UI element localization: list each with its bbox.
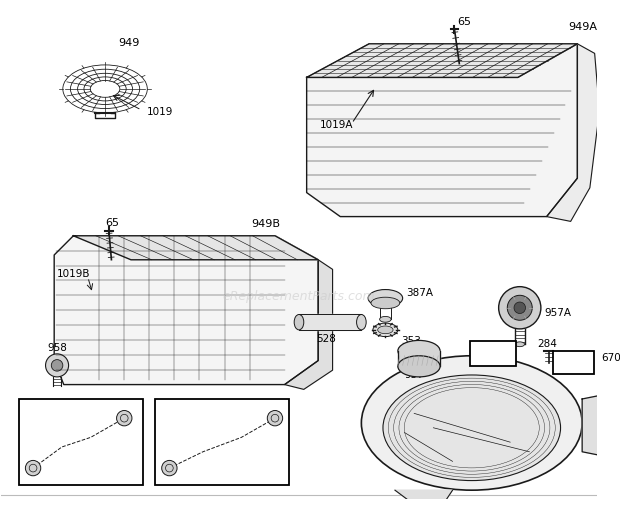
Ellipse shape — [398, 341, 440, 361]
Text: 949A: 949A — [568, 22, 597, 33]
Polygon shape — [547, 44, 600, 221]
Text: 957A: 957A — [545, 307, 572, 318]
Text: 958: 958 — [48, 343, 68, 353]
Ellipse shape — [356, 315, 366, 330]
Text: 353: 353 — [401, 336, 420, 347]
Circle shape — [514, 302, 526, 314]
Text: 188: 188 — [557, 356, 583, 369]
Polygon shape — [54, 236, 318, 385]
Text: 949: 949 — [118, 38, 140, 48]
Text: 284: 284 — [537, 340, 557, 349]
Ellipse shape — [373, 323, 398, 336]
Circle shape — [25, 461, 41, 476]
Text: 1019: 1019 — [148, 107, 174, 117]
Ellipse shape — [371, 297, 400, 309]
Circle shape — [45, 354, 69, 377]
Ellipse shape — [379, 317, 391, 322]
Polygon shape — [307, 44, 577, 217]
Bar — [299, 315, 361, 330]
Bar — [554, 351, 594, 374]
Ellipse shape — [398, 356, 440, 377]
Bar — [398, 351, 440, 366]
Text: 949B: 949B — [251, 219, 280, 229]
Text: 1019B: 1019B — [57, 269, 91, 279]
Text: 1019A: 1019A — [320, 121, 353, 130]
Text: 601: 601 — [87, 466, 107, 476]
Text: 65: 65 — [457, 17, 471, 26]
Text: 528: 528 — [316, 334, 336, 345]
Polygon shape — [395, 490, 453, 504]
Polygon shape — [73, 236, 318, 260]
Text: 957: 957 — [405, 370, 425, 380]
Text: 670: 670 — [601, 353, 620, 363]
Text: 187: 187 — [24, 407, 50, 419]
Ellipse shape — [368, 290, 402, 307]
Text: eReplacementParts.com: eReplacementParts.com — [223, 290, 375, 303]
Polygon shape — [582, 394, 620, 457]
Polygon shape — [307, 44, 577, 77]
Circle shape — [51, 360, 63, 371]
Text: 187A: 187A — [160, 407, 195, 419]
Ellipse shape — [294, 315, 304, 330]
Polygon shape — [285, 260, 332, 389]
Ellipse shape — [383, 375, 560, 480]
Circle shape — [507, 295, 532, 320]
Bar — [470, 342, 516, 366]
Bar — [19, 399, 143, 486]
Circle shape — [162, 461, 177, 476]
Circle shape — [598, 361, 610, 373]
Circle shape — [117, 410, 132, 426]
Text: 387A: 387A — [407, 289, 433, 298]
Text: 972: 972 — [474, 346, 500, 359]
Text: 601: 601 — [236, 466, 256, 476]
Ellipse shape — [361, 356, 582, 490]
Circle shape — [267, 410, 283, 426]
Bar — [155, 399, 290, 486]
Circle shape — [498, 287, 541, 329]
Text: 65: 65 — [105, 218, 119, 229]
Ellipse shape — [378, 326, 393, 334]
Ellipse shape — [515, 342, 525, 347]
